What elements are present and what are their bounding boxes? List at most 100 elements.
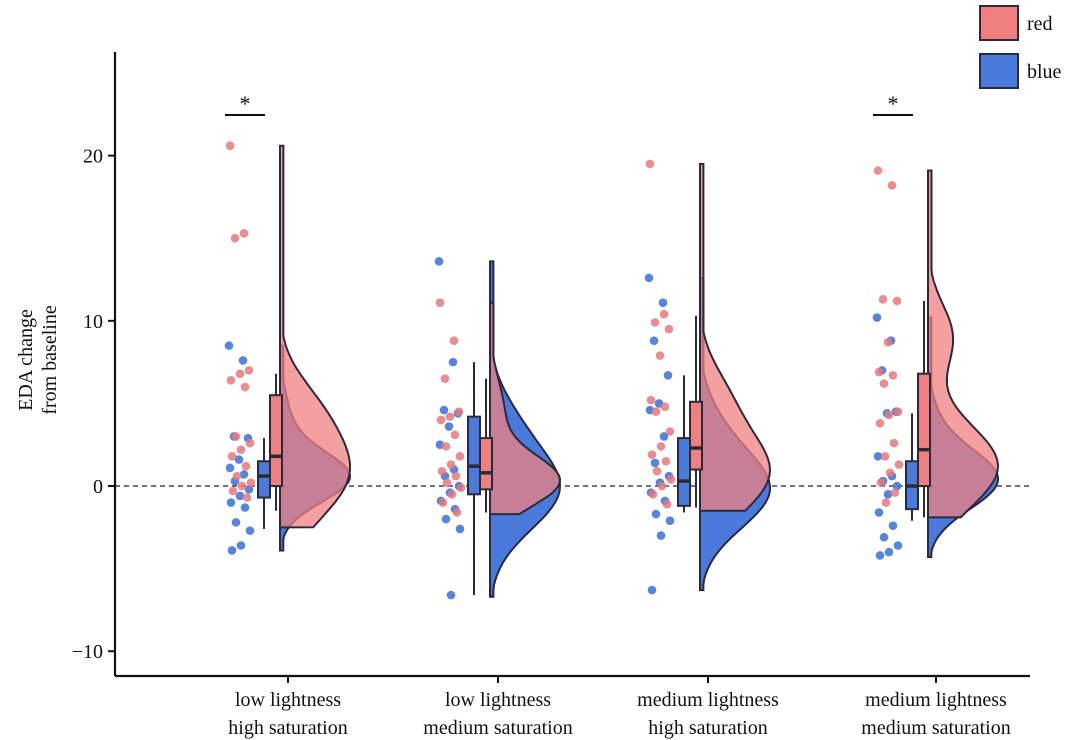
blue-data-point [651, 509, 661, 519]
red-density-cloud [927, 169, 1000, 519]
red-data-point [451, 471, 461, 481]
legend-label-blue: blue [1027, 61, 1062, 83]
red-data-point [878, 295, 888, 304]
blue-data-point [239, 470, 249, 479]
blue-data-point [659, 432, 669, 441]
red-data-point [241, 461, 251, 471]
red-data-point [648, 489, 658, 499]
blue-data-point [446, 590, 456, 600]
red-data-point [881, 498, 891, 507]
red-data-point [888, 371, 898, 380]
red-box [917, 372, 931, 488]
red-data-point [237, 481, 247, 491]
red-data-point [885, 468, 895, 478]
red-data-point [438, 498, 448, 507]
blue-data-point [444, 422, 454, 431]
red-data-point [652, 466, 662, 476]
red-data-point [245, 438, 255, 448]
blue-data-point [226, 498, 236, 507]
blue-data-point [224, 341, 234, 350]
blue-box [677, 437, 691, 507]
red-data-point [244, 366, 254, 375]
x-category-label: low lightness [235, 689, 341, 711]
blue-data-point [872, 313, 882, 322]
y-tick-label: −10 [72, 641, 103, 663]
blue-data-point [238, 356, 248, 365]
blue-data-point [888, 521, 898, 530]
red-data-point [666, 475, 676, 484]
red-data-point [447, 489, 457, 499]
red-data-point [449, 336, 459, 345]
x-category-label: high saturation [228, 717, 347, 739]
red-data-point [436, 415, 446, 425]
blue-data-point [441, 514, 451, 524]
blue-data-point [874, 508, 884, 517]
blue-data-point [892, 481, 902, 491]
red-density-cloud [279, 144, 351, 529]
red-data-point [892, 296, 902, 306]
blue-data-point [240, 503, 250, 512]
blue-box [257, 460, 271, 499]
legend-swatch-red [979, 5, 1019, 41]
blue-data-point [650, 458, 660, 468]
red-data-point [657, 481, 667, 491]
red-data-point [880, 451, 890, 461]
x-category-label: high saturation [648, 717, 767, 739]
red-data-point [893, 407, 903, 416]
red-data-point [226, 376, 236, 385]
red-data-point [662, 499, 672, 509]
red-data-point [450, 430, 460, 440]
red-data-point [231, 432, 241, 441]
red-data-point [230, 233, 240, 243]
significance-star: * [240, 91, 251, 116]
red-data-point [240, 382, 250, 392]
red-data-point [660, 402, 670, 412]
y-tick-label: 20 [83, 146, 103, 168]
blue-data-point [236, 541, 246, 550]
blue-data-point [225, 463, 235, 473]
red-box [479, 437, 493, 491]
blue-data-point [647, 585, 657, 595]
blue-data-point [227, 546, 237, 555]
blue-data-point [244, 485, 254, 494]
blue-data-point [879, 532, 889, 542]
red-data-point [442, 478, 452, 488]
red-data-point [874, 367, 884, 377]
y-axis-title-line-1: EDA change [15, 309, 37, 411]
blue-data-point [234, 455, 244, 464]
legend-swatch-blue [979, 53, 1019, 89]
red-data-point [242, 493, 252, 502]
x-category-label: medium saturation [861, 717, 1010, 739]
blue-data-point [893, 541, 903, 550]
boxplots [257, 301, 931, 596]
y-tick-label: 10 [83, 311, 103, 333]
blue-data-point [875, 551, 885, 560]
red-data-point [446, 460, 456, 469]
red-data-point [437, 466, 447, 476]
red-data-point [655, 351, 665, 360]
red-data-point [235, 369, 245, 378]
red-data-point [883, 338, 893, 347]
red-data-point [665, 427, 675, 436]
red-data-point [894, 460, 904, 469]
blue-data-point [434, 257, 444, 266]
red-data-point [876, 478, 886, 488]
y-axis-title-line-2: from baseline [39, 305, 61, 415]
red-data-point [890, 488, 900, 497]
red-data-point [873, 166, 883, 175]
significance-markers: * * [225, 91, 913, 116]
red-data-point [441, 442, 451, 451]
red-box [269, 394, 283, 488]
red-data-point [236, 445, 246, 454]
red-data-point [646, 395, 656, 405]
red-data-point [445, 412, 455, 421]
density-clouds [279, 144, 1000, 598]
red-data-point [645, 159, 655, 169]
blue-box [467, 415, 481, 496]
red-data-point [452, 508, 462, 517]
x-category-labels: low lightness high saturation low lightnes… [228, 676, 1011, 739]
red-data-point [456, 483, 466, 492]
x-category-label: medium lightness [637, 689, 779, 711]
red-data-point [889, 438, 899, 448]
